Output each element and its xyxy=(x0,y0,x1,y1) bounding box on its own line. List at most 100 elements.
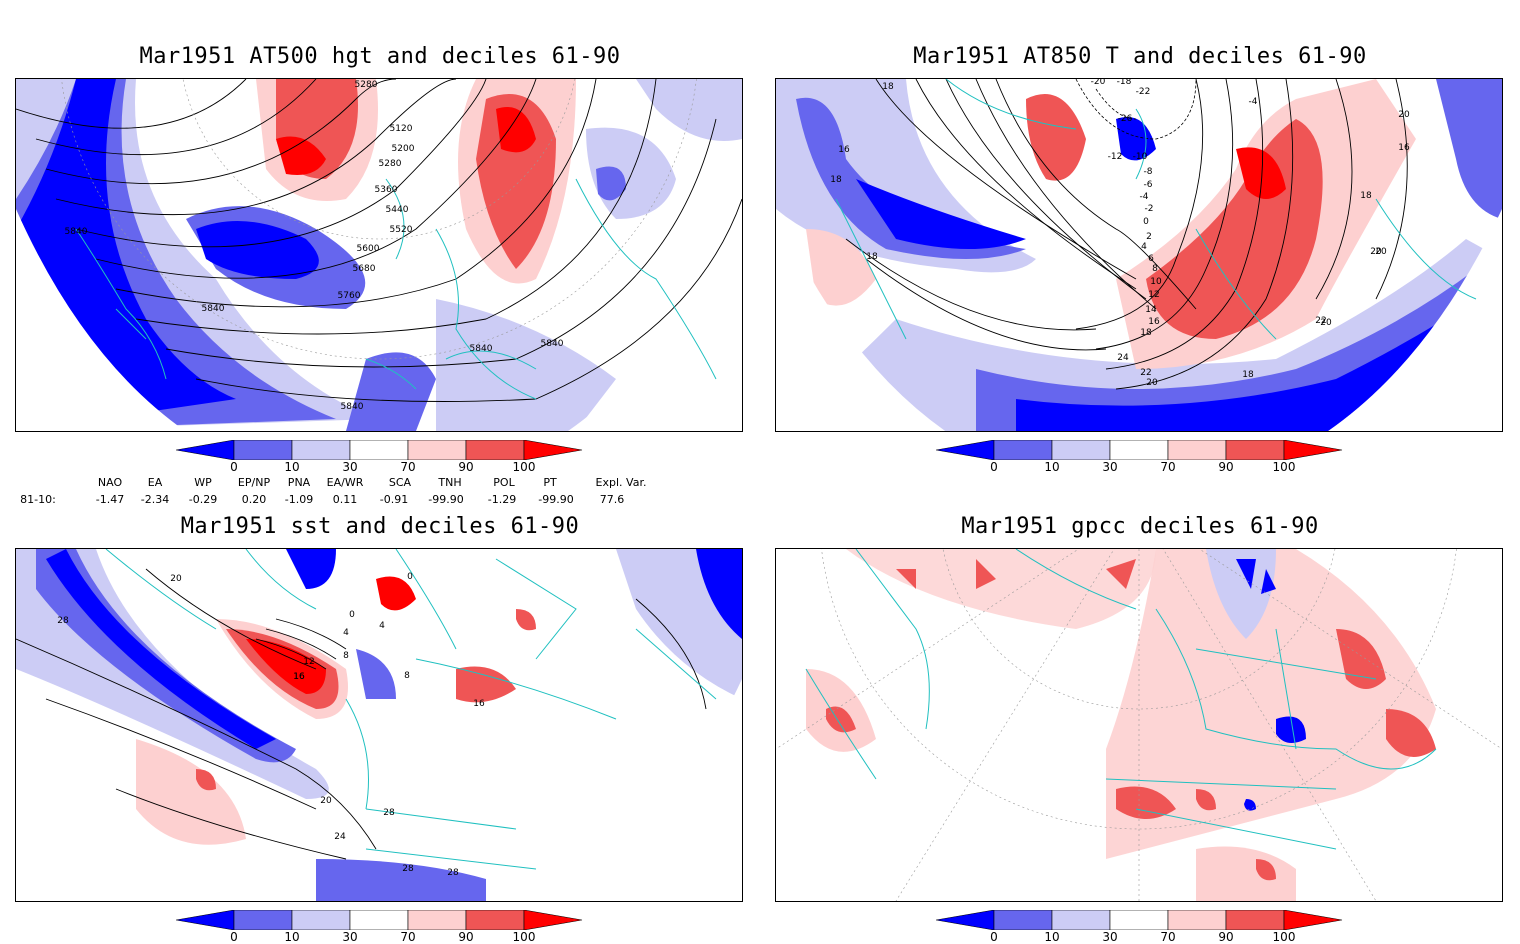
contour-label: -2 xyxy=(1145,204,1154,214)
index-value: -99.90 xyxy=(538,493,574,506)
contour-label: 5120 xyxy=(390,124,413,134)
map-gpcc-svg xyxy=(776,549,1502,901)
panel-title-gpcc: Mar1951 gpcc deciles 61-90 xyxy=(961,514,1319,539)
map-sst: 20 28 0 0 4 8 12 16 20 24 28 28 28 16 16 4 8 xyxy=(15,548,743,902)
contour-label: 5840 xyxy=(470,344,493,354)
contour-label: 22 xyxy=(1140,368,1151,378)
contour-label: 16 xyxy=(838,145,850,155)
contour-label: 5760 xyxy=(338,291,361,301)
cb-tick: 10 xyxy=(284,460,300,474)
contour-label: 12 xyxy=(1148,290,1159,300)
colorbar-top-left-svg xyxy=(176,440,583,460)
colorbar-bottom-right-svg xyxy=(936,910,1343,930)
contour-label: 5600 xyxy=(357,244,380,254)
contour-label: 5840 xyxy=(541,339,564,349)
contour-label: 8 xyxy=(343,651,349,661)
contour-label: 18 xyxy=(830,175,842,185)
cb-tick: 90 xyxy=(1218,460,1234,474)
cb-tick: 0 xyxy=(230,460,238,474)
cb-tick: 10 xyxy=(1044,930,1060,944)
contour-label: 20 xyxy=(1146,378,1158,388)
contour-label: 2 xyxy=(1146,232,1152,242)
contour-label: 5280 xyxy=(379,159,402,169)
contour-label: 20 xyxy=(1320,318,1332,328)
contour-label: 4 xyxy=(379,621,385,631)
contour-label: -20 xyxy=(1091,79,1106,87)
contour-label: 5280 xyxy=(355,80,378,90)
index-row-label: 81-10: xyxy=(20,493,56,506)
contour-label: -4 xyxy=(1249,97,1258,107)
teleconnection-indices: NAO EA WP EP/NP PNA EA/WR SCA TNH POL PT… xyxy=(16,476,716,510)
contour-label: 22 xyxy=(1315,316,1326,326)
contour-label: -8 xyxy=(1144,167,1153,177)
contour-label: 8 xyxy=(404,671,410,681)
index-value: -0.91 xyxy=(379,493,409,506)
contour-label: 20 xyxy=(170,574,182,584)
index-value: -1.09 xyxy=(284,493,314,506)
panel-title-t850: Mar1951 AT850 T and deciles 61-90 xyxy=(913,44,1367,69)
cb-tick: 10 xyxy=(284,930,300,944)
contour-label: 16 xyxy=(293,672,305,682)
contour-label: 6 xyxy=(1148,254,1154,264)
contour-label: 0 xyxy=(1143,217,1149,227)
index-value: -1.29 xyxy=(487,493,517,506)
contour-label: 28 xyxy=(447,868,459,878)
cb-tick: 100 xyxy=(1272,460,1296,474)
contour-label: 10 xyxy=(1150,277,1162,287)
cb-tick: 70 xyxy=(400,460,416,474)
contour-label: 5360 xyxy=(375,185,398,195)
contour-label: 20 xyxy=(320,796,332,806)
cb-tick: 70 xyxy=(1160,930,1176,944)
contour-label: -10 xyxy=(1133,152,1148,162)
contour-label: 16 xyxy=(293,672,305,682)
index-header: WP xyxy=(194,476,212,489)
contour-label: 18 xyxy=(1360,191,1372,201)
index-value: -0.29 xyxy=(188,493,218,506)
panel-title-hgt500: Mar1951 AT500 hgt and deciles 61-90 xyxy=(139,44,621,69)
map-hgt500: 5280 5120 5200 5280 5360 5440 5520 5600 5680 5760… xyxy=(15,78,743,432)
colorbar-bottom-left: 0 10 30 70 90 100 xyxy=(176,910,596,944)
contour-label: 16 xyxy=(1398,143,1410,153)
colorbar-bottom-left-svg xyxy=(176,910,583,930)
contour-label: 18 xyxy=(866,252,878,262)
cb-tick: 100 xyxy=(512,930,536,944)
index-header: POL xyxy=(493,476,515,489)
cb-tick: 90 xyxy=(458,930,474,944)
indices-values-row: 81-10: -1.47 -2.34 -0.29 0.20 -1.09 0.11… xyxy=(16,493,716,510)
contour-label: 24 xyxy=(1117,353,1129,363)
index-header: EA/WR xyxy=(326,476,364,489)
cb-tick: 0 xyxy=(990,460,998,474)
cb-tick: 100 xyxy=(1272,930,1296,944)
cb-tick: 100 xyxy=(512,460,536,474)
index-value: 0.20 xyxy=(241,493,267,506)
index-value: -99.90 xyxy=(428,493,464,506)
index-value: -1.47 xyxy=(95,493,125,506)
contour-label: 28 xyxy=(402,864,414,874)
contour-label: 8 xyxy=(1152,264,1158,274)
colorbar-top-left: 0 10 30 70 90 100 xyxy=(176,440,596,474)
contour-label: 5840 xyxy=(341,402,364,412)
map-gpcc xyxy=(775,548,1503,902)
contour-label: 0 xyxy=(349,610,355,620)
contour-label: 0 xyxy=(407,572,413,582)
cb-tick: 30 xyxy=(342,930,358,944)
index-value: 0.11 xyxy=(332,493,358,506)
index-header: PT xyxy=(543,476,557,489)
colorbar-bottom-right: 0 10 30 70 90 100 xyxy=(936,910,1356,944)
index-value: 77.6 xyxy=(599,493,625,506)
contour-label: 24 xyxy=(334,832,346,842)
contour-label: 16 xyxy=(473,699,485,709)
cb-tick: 0 xyxy=(990,930,998,944)
index-value: -2.34 xyxy=(140,493,170,506)
colorbar-top-right: 0 10 30 70 90 100 xyxy=(936,440,1356,474)
contour-label: 5840 xyxy=(202,304,225,314)
map-hgt500-svg: 5280 5120 5200 5280 5360 5440 5520 5600 5680 5760… xyxy=(16,79,742,431)
cb-tick: 30 xyxy=(342,460,358,474)
contour-label: 5200 xyxy=(392,144,415,154)
cb-tick: 70 xyxy=(400,930,416,944)
indices-header-row: NAO EA WP EP/NP PNA EA/WR SCA TNH POL PT… xyxy=(16,476,716,493)
index-header: PNA xyxy=(287,476,311,489)
cb-tick: 90 xyxy=(1218,930,1234,944)
contour-label: 4 xyxy=(343,628,349,638)
